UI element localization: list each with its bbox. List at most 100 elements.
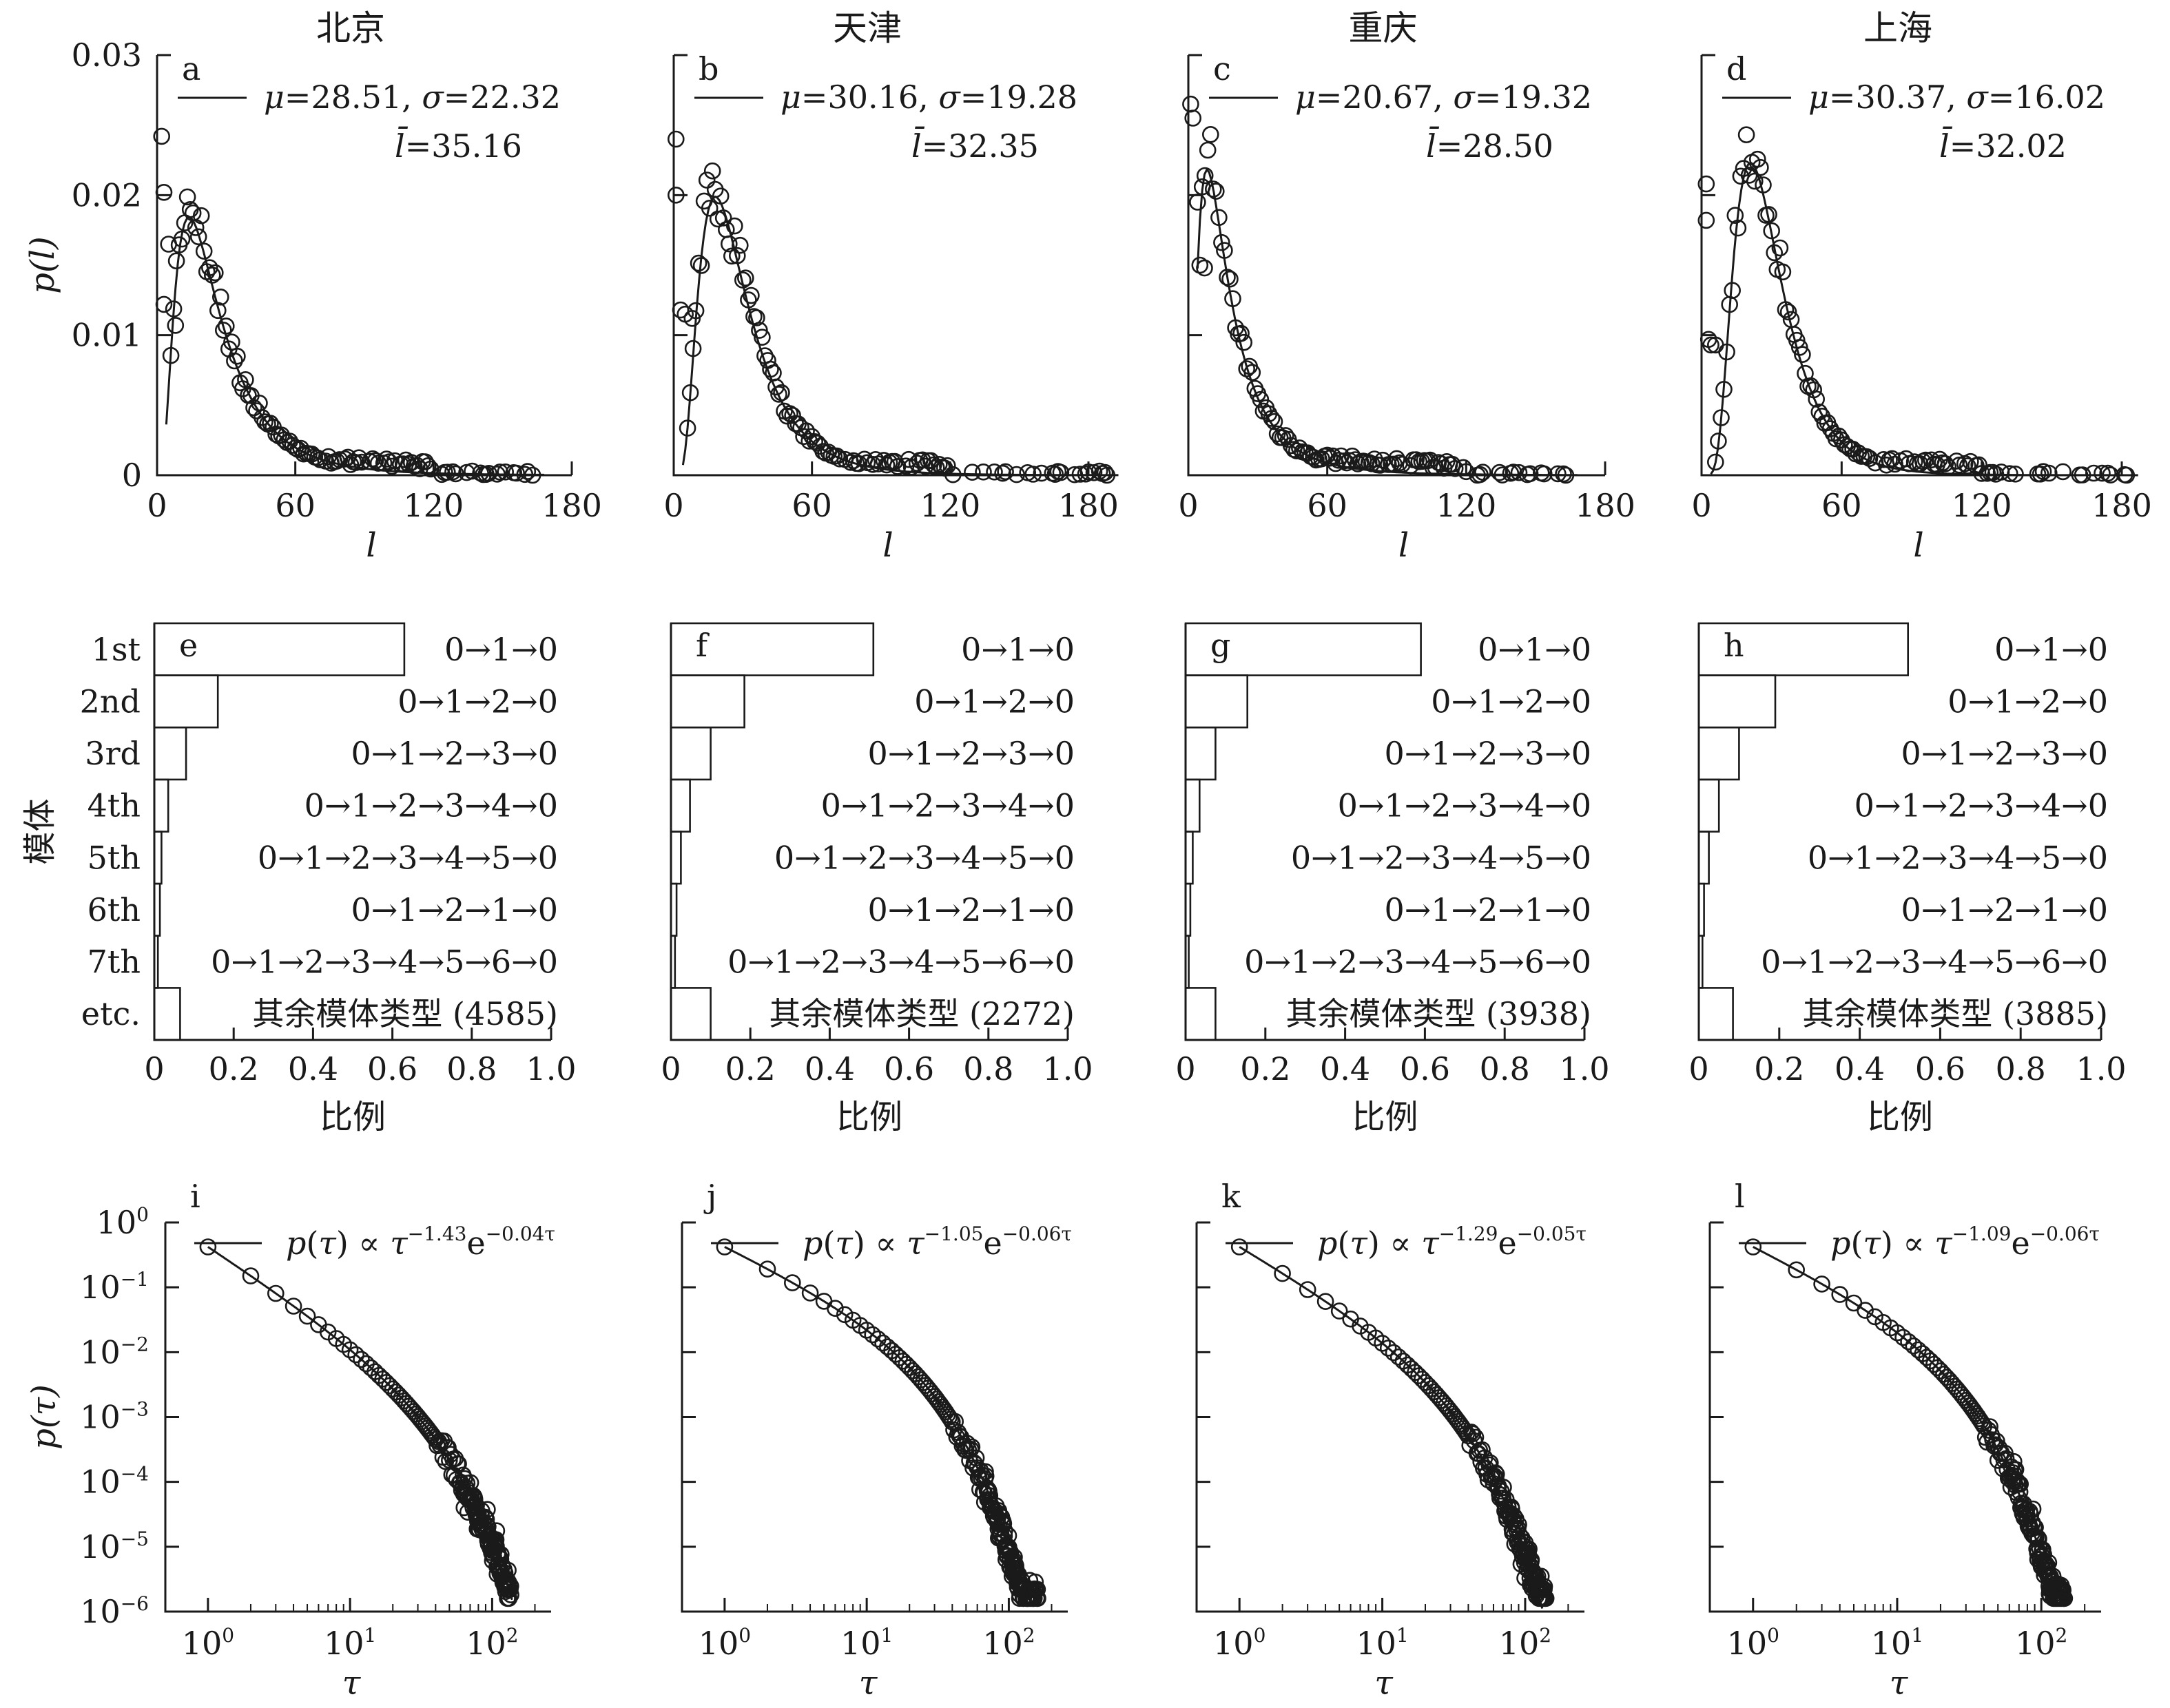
x-tick-label: 102 <box>1499 1624 1551 1662</box>
x-axis-label: l <box>1913 526 1923 565</box>
panel-f: 0→1→0 0→1→2→0 0→1→2→3→0 0→1→2→3→4→0 0→1→2→3→… <box>661 622 1093 1136</box>
bar <box>1184 882 1192 937</box>
data-point <box>378 1374 395 1391</box>
data-point <box>488 1522 506 1539</box>
data-point <box>2056 1590 2074 1607</box>
data-point <box>1536 1578 1553 1595</box>
data-point <box>683 309 701 327</box>
bar <box>153 987 181 1041</box>
data-point <box>1196 259 1213 277</box>
category-label: 5th <box>87 839 141 876</box>
panel-label: b <box>699 50 719 87</box>
data-point <box>189 228 207 246</box>
panel-h: 0→1→0 0→1→2→0 0→1→2→3→0 0→1→2→3→4→0 0→1→2→3→… <box>1688 622 2127 1136</box>
data-point <box>1939 458 1957 476</box>
data-point <box>1189 194 1206 211</box>
legend-text: μ=30.37, σ=16.02 <box>1808 79 2105 116</box>
bar <box>153 674 219 729</box>
x-tick-label: 120 <box>403 487 464 524</box>
y-tick-label: 0.03 <box>72 37 142 74</box>
data-point <box>237 371 254 388</box>
x-tick-label: 60 <box>275 487 316 524</box>
data-point <box>155 183 173 201</box>
fit-formula: p(τ) ∝ τ−1.29e−0.05τ <box>1317 1222 1587 1262</box>
data-point <box>1836 436 1853 454</box>
data-point <box>284 437 302 454</box>
data-point <box>516 466 534 483</box>
x-tick-label: 0.6 <box>367 1050 417 1087</box>
motif-label: 其余模体类型 (2272) <box>769 995 1075 1032</box>
fit-curve <box>207 1246 513 1601</box>
x-tick-label: 100 <box>1213 1624 1265 1662</box>
bar <box>1697 674 1777 729</box>
bar <box>1697 987 1734 1041</box>
data-point <box>262 415 279 432</box>
data-point <box>488 466 506 483</box>
data-point <box>690 254 707 272</box>
data-point <box>784 1274 801 1291</box>
data-point <box>223 333 240 351</box>
data-point <box>798 422 815 439</box>
data-point <box>1702 336 1719 354</box>
data-point <box>1230 1238 1248 1256</box>
x-tick-label: 0.2 <box>1240 1050 1290 1087</box>
data-point <box>1522 1551 1540 1569</box>
data-point <box>447 465 464 483</box>
data-point <box>173 230 191 248</box>
motif-label: 0→1→2→3→4→0 <box>821 787 1075 824</box>
data-point <box>285 1298 302 1315</box>
fit-curve <box>681 195 1119 477</box>
data-point <box>1033 464 1051 482</box>
y-axis-label: 模体 <box>21 798 59 864</box>
bar <box>670 727 712 781</box>
data-point <box>1265 413 1283 430</box>
x-tick-label: 100 <box>182 1624 234 1662</box>
data-point <box>2001 465 2018 483</box>
data-point <box>508 464 526 482</box>
data-point <box>479 1518 497 1536</box>
motif-label: 0→1→2→3→4→5→6→0 <box>1761 944 2108 981</box>
data-point <box>1794 346 1811 364</box>
x-tick-label: 102 <box>466 1624 518 1662</box>
data-point <box>331 451 349 468</box>
mean-length-text: l̄=35.16 <box>395 125 522 165</box>
motif-label: 0→1→2→3→4→0 <box>1338 787 1591 824</box>
data-point <box>701 199 719 217</box>
data-point <box>1184 110 1201 127</box>
bar <box>670 674 745 729</box>
data-point <box>1947 452 1965 470</box>
data-point <box>364 450 382 468</box>
y-axis-label: p(l) <box>23 236 62 294</box>
category-label: etc. <box>81 995 141 1032</box>
mean-length-text: l̄=32.35 <box>911 125 1039 165</box>
data-point <box>1808 390 1825 408</box>
x-tick-label: 100 <box>1727 1624 1779 1662</box>
data-point <box>1749 150 1766 168</box>
panel-label: e <box>179 627 198 664</box>
data-point <box>1488 1466 1505 1483</box>
data-point <box>2085 464 2102 482</box>
data-point <box>1830 427 1848 445</box>
x-axis-label: l <box>1398 526 1409 565</box>
data-point <box>1182 95 1199 113</box>
bar <box>1184 727 1217 781</box>
x-tick-label: 0.8 <box>1996 1050 2046 1087</box>
data-point <box>1697 175 1715 193</box>
data-point <box>1316 1293 1334 1310</box>
axis-frame <box>156 55 572 477</box>
x-tick-label: 120 <box>1952 487 2012 524</box>
data-point <box>667 130 685 148</box>
data-point <box>1191 256 1209 274</box>
x-tick-label: 0 <box>144 1050 164 1087</box>
panel-label: g <box>1210 627 1230 664</box>
fit-formula: p(τ) ∝ τ−1.09e−0.06τ <box>1830 1222 2100 1262</box>
data-point <box>758 1260 776 1278</box>
x-axis-label: τ <box>342 1664 362 1702</box>
data-point <box>1071 466 1089 483</box>
data-point <box>1474 1441 1491 1459</box>
y-tick-label: 100 <box>96 1203 149 1241</box>
x-tick-label: 180 <box>1058 487 1119 524</box>
data-point <box>519 463 537 480</box>
bar <box>1697 882 1705 937</box>
bar <box>1697 831 1710 885</box>
